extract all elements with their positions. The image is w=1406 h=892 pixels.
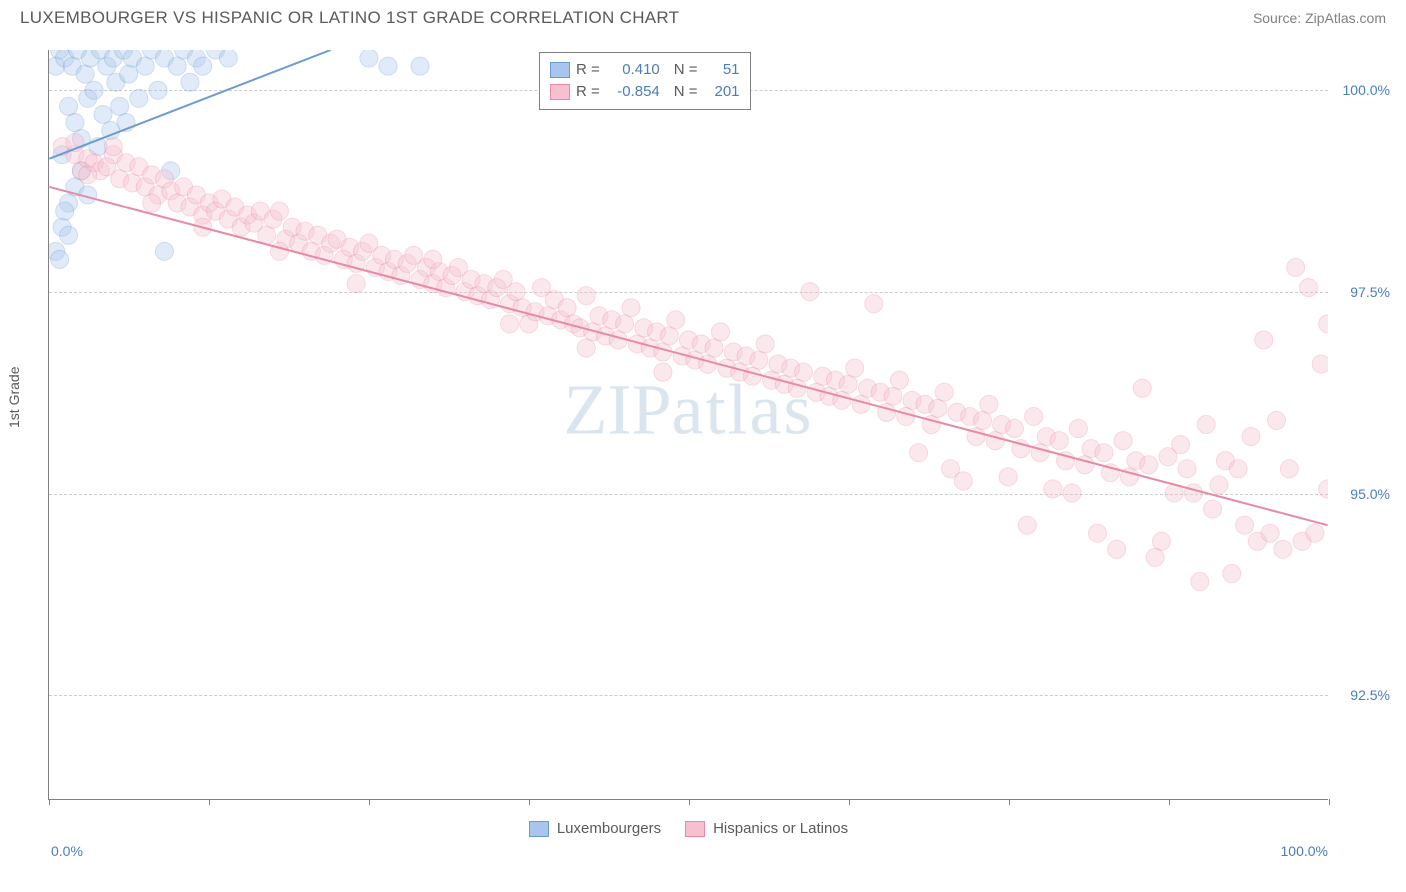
y-tick-label: 92.5%	[1350, 687, 1390, 703]
legend-row: R = 0.410 N = 51	[550, 59, 740, 81]
legend-item: Hispanics or Latinos	[685, 820, 848, 837]
r-value: -0.854	[606, 81, 660, 103]
x-tick	[209, 799, 210, 805]
y-tick-label: 100.0%	[1343, 82, 1390, 98]
r-label: R =	[576, 59, 600, 81]
series-name: Hispanics or Latinos	[713, 820, 848, 837]
legend-swatch	[550, 62, 570, 78]
legend-swatch	[529, 821, 549, 837]
x-tick-label-max: 100.0%	[1281, 843, 1328, 859]
n-value: 201	[704, 81, 740, 103]
y-tick-label: 97.5%	[1350, 284, 1390, 300]
legend-swatch	[550, 84, 570, 100]
x-tick	[849, 799, 850, 805]
y-axis-label: 1st Grade	[6, 367, 22, 428]
source-label: Source: ZipAtlas.com	[1253, 10, 1386, 26]
correlation-legend: R = 0.410 N = 51 R = -0.854 N = 201	[539, 52, 751, 110]
x-tick	[1169, 799, 1170, 805]
r-label: R =	[576, 81, 600, 103]
x-tick	[49, 799, 50, 805]
n-label: N =	[674, 81, 698, 103]
chart-title: LUXEMBOURGER VS HISPANIC OR LATINO 1ST G…	[20, 8, 679, 28]
scatter-plot	[49, 50, 1328, 799]
x-tick	[689, 799, 690, 805]
x-tick	[369, 799, 370, 805]
n-label: N =	[674, 59, 698, 81]
x-tick	[1329, 799, 1330, 805]
r-value: 0.410	[606, 59, 660, 81]
legend-row: R = -0.854 N = 201	[550, 81, 740, 103]
y-tick-label: 95.0%	[1350, 486, 1390, 502]
x-tick	[1009, 799, 1010, 805]
series-name: Luxembourgers	[557, 820, 661, 837]
x-tick	[529, 799, 530, 805]
legend-swatch	[685, 821, 705, 837]
legend-item: Luxembourgers	[529, 820, 661, 837]
x-tick-label-min: 0.0%	[51, 843, 83, 859]
n-value: 51	[704, 59, 740, 81]
chart-plot-area: ZIPatlas 92.5%95.0%97.5%100.0% R = 0.410…	[48, 50, 1328, 800]
series-legend: Luxembourgers Hispanics or Latinos	[49, 820, 1328, 837]
